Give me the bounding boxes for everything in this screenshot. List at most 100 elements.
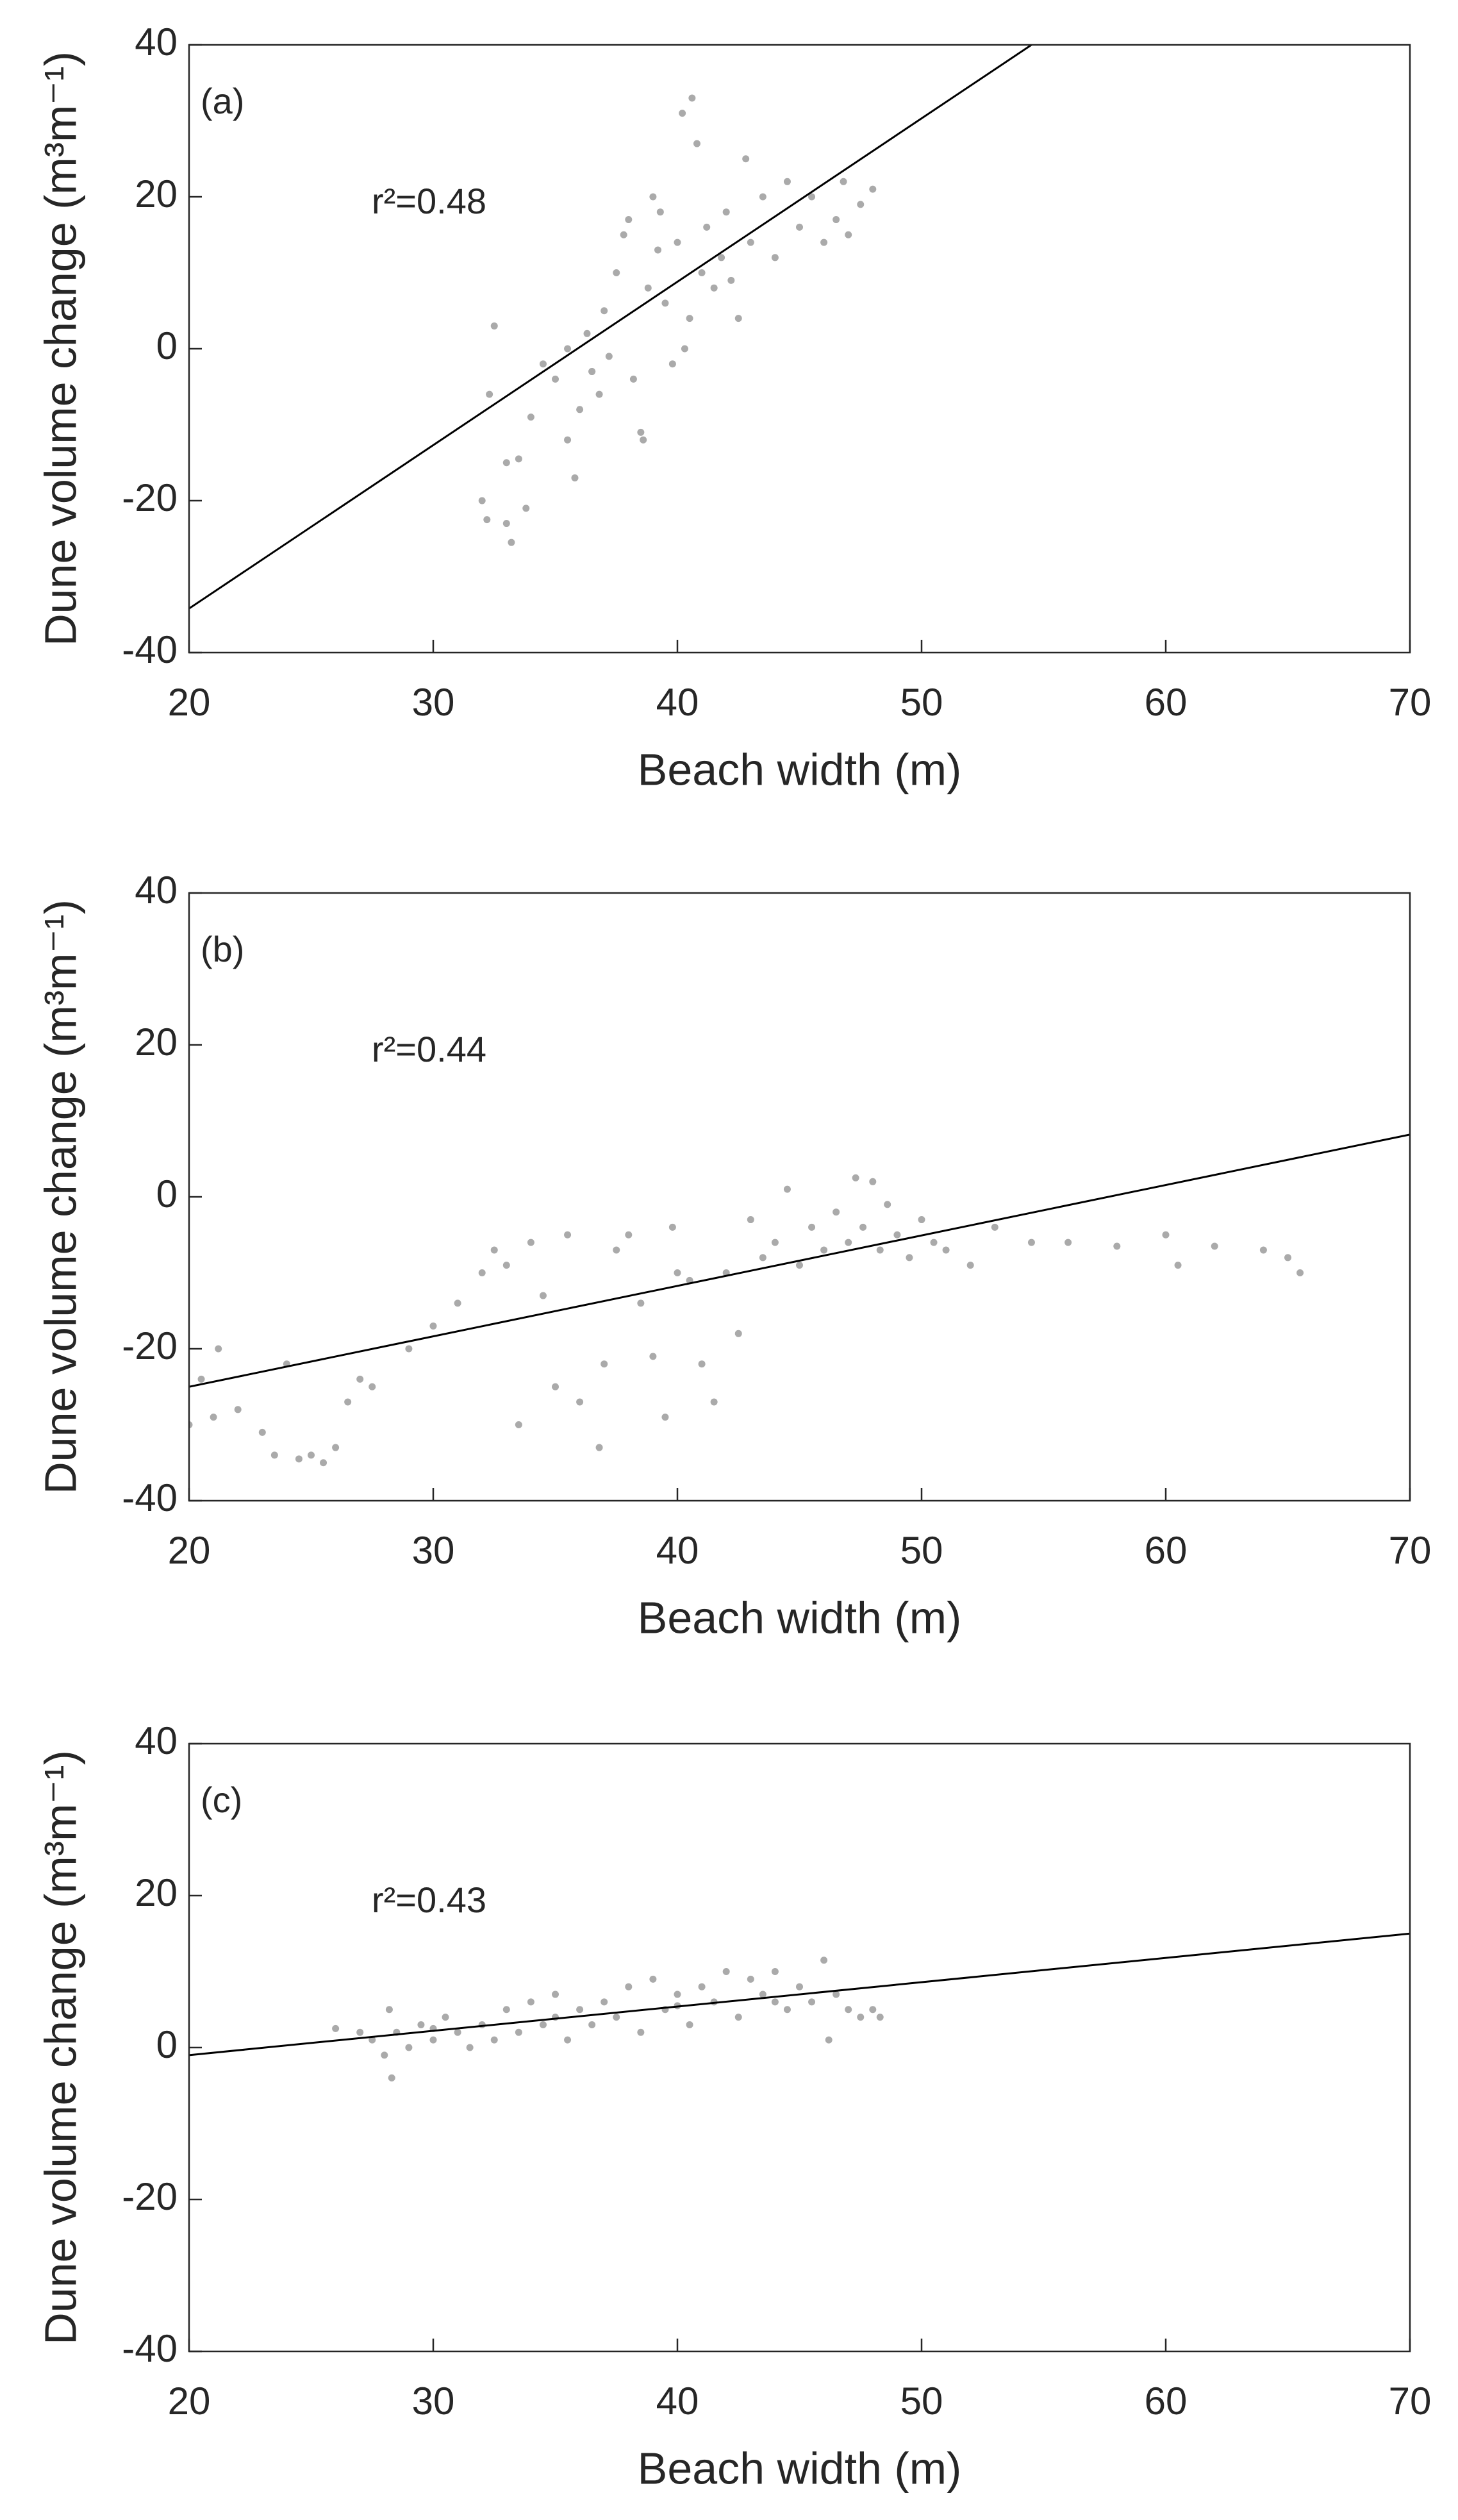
data-point (369, 2036, 376, 2044)
x-tick-label: 30 (412, 2380, 455, 2423)
x-tick-label: 40 (656, 1529, 699, 1572)
data-point (661, 299, 669, 307)
data-point (564, 1231, 572, 1239)
data-point (644, 284, 652, 292)
x-tick-label: 50 (900, 1529, 943, 1572)
data-point (710, 284, 718, 292)
data-point (601, 1998, 608, 2006)
x-axis-label: Beach width (m) (638, 744, 962, 794)
y-tick-label: -20 (122, 476, 178, 519)
data-point (215, 1345, 222, 1353)
data-point (613, 2014, 620, 2021)
data-point (1113, 1242, 1121, 1250)
data-point (640, 436, 647, 444)
data-point (771, 1239, 779, 1246)
y-tick-label: 40 (135, 869, 178, 912)
data-point (876, 2014, 884, 2021)
data-point (571, 474, 579, 481)
data-point (320, 1459, 327, 1467)
data-point (576, 2006, 584, 2014)
data-point (783, 1185, 791, 1193)
data-point (771, 254, 779, 262)
data-point (588, 2021, 596, 2028)
data-point (852, 1174, 859, 1181)
trend-line (189, 45, 1032, 610)
data-point (703, 223, 711, 231)
y-axis-label: Dune volume change (m³m⁻¹) (35, 51, 85, 646)
data-point (876, 1246, 884, 1254)
data-point (539, 1292, 547, 1299)
data-point (686, 2021, 693, 2028)
data-point (258, 1428, 266, 1436)
data-point (388, 2074, 395, 2082)
data-point (210, 1414, 217, 1421)
panel-label: (a) (201, 81, 244, 121)
data-point (820, 238, 828, 246)
data-point (649, 193, 657, 201)
points (189, 1932, 1410, 2082)
y-tick-label: 20 (135, 1871, 178, 1914)
data-point (771, 1968, 779, 1975)
data-point (869, 2006, 877, 2014)
data-point (859, 1223, 867, 1231)
data-point (466, 2044, 474, 2051)
data-point (796, 1262, 803, 1269)
x-tick-label: 60 (1145, 1529, 1188, 1572)
data-point (637, 2028, 645, 2036)
data-point (605, 353, 613, 360)
data-point (825, 2036, 833, 2044)
y-axis-label: Dune volume change (m³m⁻¹) (35, 899, 85, 1494)
data-point (845, 1239, 852, 1246)
data-point (679, 110, 686, 117)
data-point (1259, 1246, 1267, 1254)
x-tick-label: 50 (900, 2380, 943, 2423)
data-point (552, 375, 559, 383)
data-point (734, 315, 742, 322)
data-point (845, 2006, 852, 2014)
data-point (693, 140, 700, 147)
y-tick-label: 0 (156, 324, 178, 367)
data-point (674, 1990, 681, 1998)
x-tick-label: 60 (1145, 681, 1188, 724)
data-point (515, 2028, 522, 2036)
x-tick-label: 60 (1145, 2380, 1188, 2423)
data-point (637, 428, 645, 436)
data-point (796, 223, 803, 231)
data-point (1065, 1239, 1072, 1246)
axes-frame (188, 44, 1411, 654)
data-point (564, 345, 572, 353)
data-point (771, 1998, 779, 2006)
data-point (820, 1957, 828, 1964)
data-point (906, 1254, 913, 1262)
data-point (1284, 1254, 1291, 1262)
data-point (454, 1299, 461, 1307)
data-point (508, 538, 515, 546)
data-point (405, 1345, 413, 1353)
data-point (698, 1360, 706, 1368)
data-point (601, 1360, 608, 1368)
data-point (808, 1223, 816, 1231)
y-tick-label: -40 (122, 1476, 178, 1519)
data-point (884, 1201, 891, 1208)
data-point (515, 1421, 522, 1428)
data-point (1162, 1231, 1170, 1239)
data-point (783, 2006, 791, 2014)
data-point (747, 1216, 754, 1224)
data-point (576, 406, 584, 413)
points (189, 45, 1032, 610)
data-point (595, 390, 603, 398)
data-point (502, 459, 510, 467)
data-point (197, 1375, 205, 1383)
data-point (796, 1983, 803, 1990)
data-point (429, 2036, 437, 2044)
data-point (620, 231, 627, 238)
data-point (742, 155, 750, 163)
data-point (490, 1246, 498, 1254)
data-point (613, 269, 620, 276)
data-point (429, 1322, 437, 1330)
data-point (833, 1990, 840, 1998)
data-point (625, 1983, 633, 1990)
annotation: r²=0.48 (372, 181, 486, 221)
data-point (718, 254, 725, 262)
